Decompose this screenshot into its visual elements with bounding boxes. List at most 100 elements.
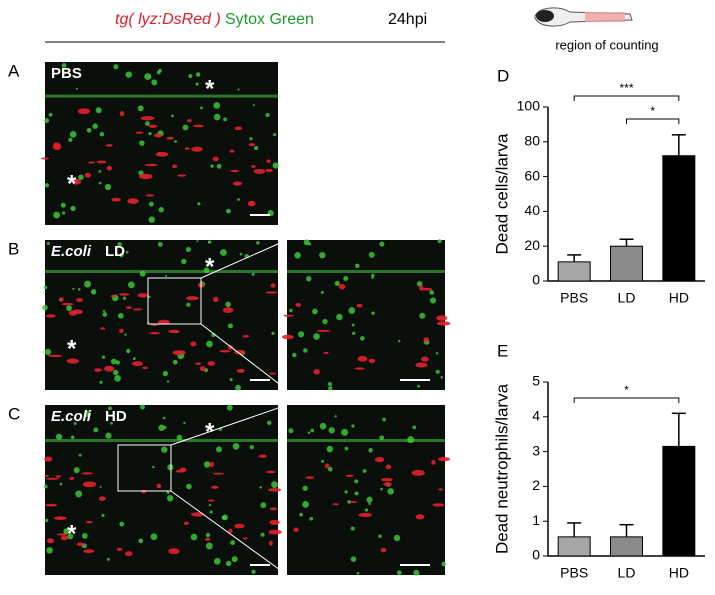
red-signal (232, 181, 243, 186)
red-signal (219, 350, 231, 353)
x-tick-label: PBS (560, 290, 588, 306)
red-signal (436, 315, 448, 321)
green-signal (208, 503, 212, 507)
green-signal (59, 482, 63, 486)
red-signal (142, 366, 148, 370)
green-signal (122, 296, 127, 300)
green-signal (113, 369, 119, 376)
green-signal (387, 488, 394, 495)
green-signal (350, 526, 355, 531)
green-signal (320, 291, 324, 295)
green-signal (327, 466, 333, 472)
green-signal (138, 538, 144, 544)
green-signal (101, 513, 105, 518)
red-signal (269, 372, 276, 375)
green-signal (161, 446, 168, 453)
green-signal (259, 486, 263, 489)
red-signal (209, 461, 215, 468)
green-signal (70, 205, 76, 212)
green-signal (205, 542, 213, 550)
red-signal (270, 283, 276, 288)
green-signal (226, 404, 233, 411)
red-signal (45, 477, 59, 480)
red-signal (358, 512, 373, 517)
red-signal (323, 351, 329, 354)
red-signal (110, 294, 116, 298)
green-signal (162, 416, 166, 420)
green-signal (182, 124, 189, 131)
red-signal (313, 368, 320, 375)
green-signal (68, 137, 73, 142)
green-signal (213, 102, 221, 109)
red-signal (419, 284, 424, 291)
green-signal (66, 305, 72, 311)
green-signal (43, 285, 48, 290)
red-signal (168, 329, 180, 334)
green-signal (215, 446, 223, 453)
green-signal (294, 252, 301, 259)
green-signal (53, 211, 61, 219)
green-signal (348, 307, 356, 314)
green-signal (145, 121, 150, 126)
green-signal (235, 384, 241, 391)
green-signal (334, 415, 337, 418)
green-signal (237, 198, 240, 201)
red-signal (265, 168, 273, 173)
time-label: 24hpi (388, 11, 427, 28)
green-signal (148, 131, 152, 136)
green-signal (99, 131, 105, 137)
green-signal (368, 502, 371, 505)
green-signal (151, 79, 158, 86)
green-signal (441, 561, 447, 567)
stain-label: Sytox Green (225, 11, 314, 28)
green-signal (166, 495, 174, 502)
green-signal (223, 117, 227, 122)
panel-label: E.coli (51, 243, 92, 260)
notochord-band (45, 94, 278, 98)
green-signal (382, 417, 386, 422)
green-signal (78, 174, 84, 180)
red-signal (125, 306, 133, 309)
x-tick-label: HD (669, 565, 689, 581)
green-signal (206, 340, 213, 348)
green-signal (44, 183, 50, 188)
green-signal (114, 375, 121, 382)
green-signal (307, 242, 312, 246)
micrograph (45, 240, 278, 390)
red-signal (234, 523, 245, 529)
green-signal (186, 483, 192, 490)
red-signal (111, 197, 122, 202)
green-signal (379, 435, 385, 441)
green-signal (321, 459, 325, 463)
green-signal (232, 443, 240, 450)
red-signal (268, 529, 282, 535)
red-signal (84, 172, 92, 178)
red-signal (248, 143, 256, 147)
green-signal (158, 424, 165, 431)
green-signal (265, 112, 270, 118)
green-signal (144, 73, 152, 81)
green-signal (119, 521, 125, 527)
panel-label: E.coli (51, 408, 92, 425)
green-signal (183, 421, 186, 425)
red-signal (183, 521, 189, 526)
green-signal (413, 569, 420, 576)
green-signal (313, 333, 320, 340)
green-signal (163, 426, 167, 429)
red-signal (168, 548, 180, 555)
green-signal (148, 201, 154, 207)
green-signal (352, 331, 356, 335)
green-signal (93, 427, 99, 433)
red-signal (438, 457, 451, 462)
green-signal (104, 183, 112, 191)
green-signal (99, 485, 102, 488)
green-signal (209, 510, 213, 514)
red-signal (66, 358, 79, 364)
green-signal (435, 352, 439, 355)
green-signal (437, 239, 442, 244)
red-signal (58, 297, 64, 302)
x-tick-label: HD (669, 290, 689, 306)
green-signal (343, 275, 349, 282)
red-signal (415, 362, 428, 368)
green-signal (393, 534, 401, 542)
